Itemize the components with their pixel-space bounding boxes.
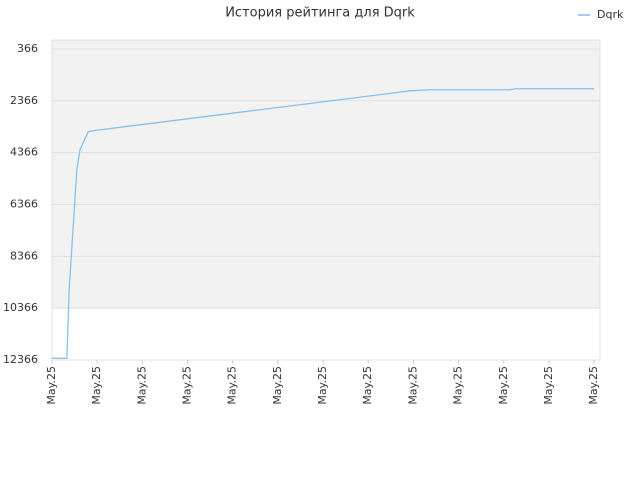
x-tick-label: May.25 — [542, 366, 555, 405]
plot-border — [51, 39, 601, 361]
x-tick-label: May.25 — [135, 366, 148, 405]
y-tick-label: 6366 — [10, 197, 38, 210]
chart-title: История рейтинга для Dqrk — [225, 6, 415, 21]
legend-label: Dqrk — [597, 8, 624, 21]
y-tick-label: 10366 — [3, 301, 38, 314]
x-tick-label: May.25 — [271, 366, 284, 405]
x-tick-label: May.25 — [361, 366, 374, 405]
y-tick-label: 2366 — [10, 94, 38, 107]
line — [52, 88, 595, 359]
grid-band — [52, 40, 600, 309]
y-tick-label: 4366 — [10, 146, 38, 159]
x-tick-label: May.25 — [45, 366, 58, 405]
x-tick-label: May.25 — [497, 366, 510, 405]
x-tick-label: May.25 — [316, 366, 329, 405]
x-tick-label: May.25 — [90, 366, 103, 405]
x-tick-label: May.25 — [406, 366, 419, 405]
y-tick-label: 8366 — [10, 249, 38, 262]
y-tick-label: 366 — [17, 42, 38, 55]
x-tick-label: May.25 — [452, 366, 465, 405]
x-tick-label: May.25 — [226, 366, 239, 405]
x-tick-label: May.25 — [181, 366, 194, 405]
x-tick-label: May.25 — [587, 366, 600, 405]
y-tick-label: 12366 — [3, 353, 38, 366]
